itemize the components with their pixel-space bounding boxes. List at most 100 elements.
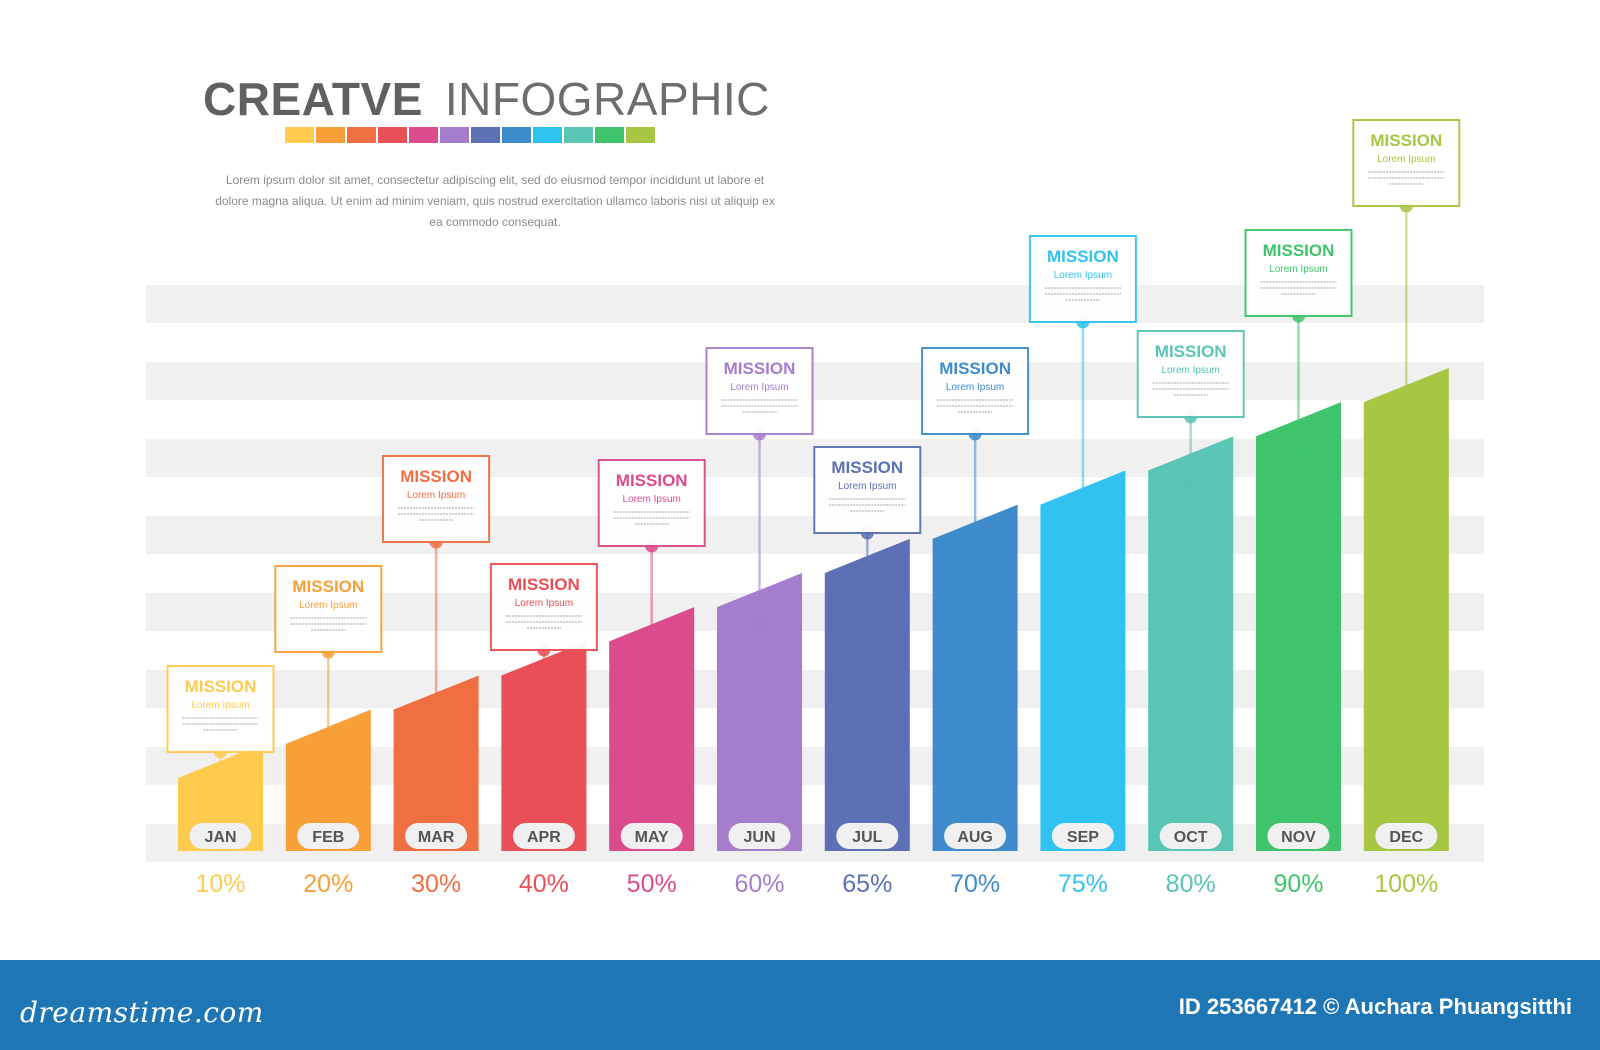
callout-box xyxy=(1028,235,1137,323)
month-pill xyxy=(1375,823,1438,849)
callout-box xyxy=(1244,229,1353,317)
background-stripe xyxy=(146,362,1484,400)
month-pill xyxy=(836,823,899,849)
percent-label: 70% xyxy=(950,870,1000,898)
color-swatch xyxy=(378,127,407,143)
page-title: CREATVE INFOGRAPHIC xyxy=(203,72,770,126)
color-swatch xyxy=(564,127,593,143)
month-label: NOV xyxy=(1281,829,1316,846)
callout-box xyxy=(921,347,1030,435)
connector-dot xyxy=(1399,410,1413,424)
connector-dot xyxy=(753,615,766,629)
color-swatch xyxy=(440,127,469,143)
connector-dot xyxy=(645,649,659,663)
month-label: JUL xyxy=(852,829,882,846)
callout-subtitle: Lorem Ipsum xyxy=(946,382,1004,393)
connector-dot xyxy=(429,718,443,732)
callout-title: MISSION xyxy=(1047,247,1119,266)
color-swatch xyxy=(409,127,438,143)
callout-title: MISSION xyxy=(616,471,688,490)
callout-title: MISSION xyxy=(724,359,796,378)
callout-subtitle: Lorem Ipsum xyxy=(838,481,896,492)
callout-title: MISSION xyxy=(1155,342,1227,361)
bar xyxy=(717,573,802,851)
bar xyxy=(1040,470,1126,851)
callout-box xyxy=(274,565,383,653)
connector-dot xyxy=(1292,444,1305,458)
connector-dot xyxy=(968,547,982,561)
callout-box xyxy=(705,347,814,435)
bar xyxy=(285,709,371,851)
color-swatch xyxy=(533,127,562,143)
callout-title: MISSION xyxy=(292,577,364,596)
connector-dot xyxy=(1184,478,1198,492)
title-light: INFOGRAPHIC xyxy=(444,73,770,125)
percent-label: 10% xyxy=(195,870,245,898)
percent-label: 80% xyxy=(1166,870,1216,898)
connector-dot xyxy=(1076,513,1090,527)
callout-title: MISSION xyxy=(508,575,580,594)
month-pill xyxy=(1267,823,1330,849)
percent-label: 50% xyxy=(627,870,677,898)
color-swatch xyxy=(316,127,345,143)
month-pill xyxy=(1159,823,1222,849)
color-swatch-strip xyxy=(285,127,657,143)
connector-dot xyxy=(214,786,227,800)
callout-subtitle: Lorem Ipsum xyxy=(191,700,249,711)
bar xyxy=(932,504,1018,851)
callout-subtitle: Lorem Ipsum xyxy=(1269,264,1327,275)
callout-subtitle: Lorem Ipsum xyxy=(1054,270,1112,281)
callout-box xyxy=(813,446,922,534)
percent-label: 60% xyxy=(734,870,784,898)
month-pill xyxy=(189,823,252,849)
bar xyxy=(824,538,910,851)
connector-dot xyxy=(321,752,335,766)
bar xyxy=(609,607,695,851)
month-pill xyxy=(728,823,791,849)
color-swatch xyxy=(285,127,314,143)
callout-title: MISSION xyxy=(1370,131,1442,150)
month-label: MAR xyxy=(418,829,455,846)
callout-subtitle: Lorem Ipsum xyxy=(1377,154,1435,165)
callout-subtitle: Lorem Ipsum xyxy=(299,600,357,611)
description-text: Lorem ipsum dolor sit amet, consectetur … xyxy=(215,173,775,229)
bar xyxy=(1363,368,1449,851)
callout-subtitle: Lorem Ipsum xyxy=(730,382,788,393)
bar xyxy=(1148,436,1234,851)
month-label: MAY xyxy=(635,829,669,846)
callout-subtitle: Lorem Ipsum xyxy=(1162,365,1220,376)
callout-title: MISSION xyxy=(831,458,903,477)
callout-box xyxy=(489,563,598,651)
color-swatch xyxy=(347,127,376,143)
month-label: JAN xyxy=(204,829,236,846)
month-pill xyxy=(405,823,468,849)
callout-title: MISSION xyxy=(400,467,472,486)
connector-dot xyxy=(860,581,874,595)
connector-dot xyxy=(537,683,551,697)
percent-label: 100% xyxy=(1374,870,1438,898)
bar xyxy=(1256,402,1341,851)
month-pill xyxy=(1051,823,1114,849)
footer-credit: ID 253667412 © Auchara Phuangsitthi xyxy=(1178,994,1572,1019)
callout-subtitle: Lorem Ipsum xyxy=(407,490,465,501)
callout-box xyxy=(166,665,275,753)
month-label: SEP xyxy=(1067,829,1099,846)
title-bold: CREATVE xyxy=(203,73,423,125)
callout-title: MISSION xyxy=(939,359,1011,378)
month-pill xyxy=(620,823,683,849)
callout-title: MISSION xyxy=(1263,241,1335,260)
callout-title: MISSION xyxy=(185,677,257,696)
percent-label: 40% xyxy=(519,870,569,898)
callout-box xyxy=(1352,119,1461,207)
footer-logo: dreamstime.com xyxy=(20,996,264,1029)
color-swatch xyxy=(471,127,500,143)
callout-box xyxy=(597,459,706,547)
month-label: DEC xyxy=(1389,829,1423,846)
month-label: APR xyxy=(527,829,561,846)
percent-label: 90% xyxy=(1273,870,1323,898)
callout-box xyxy=(382,455,491,543)
color-swatch xyxy=(595,127,624,143)
month-pill xyxy=(944,823,1007,849)
footer-bar: dreamstime.com ID 253667412 © Auchara Ph… xyxy=(0,960,1600,1050)
callout-subtitle: Lorem Ipsum xyxy=(623,494,681,505)
